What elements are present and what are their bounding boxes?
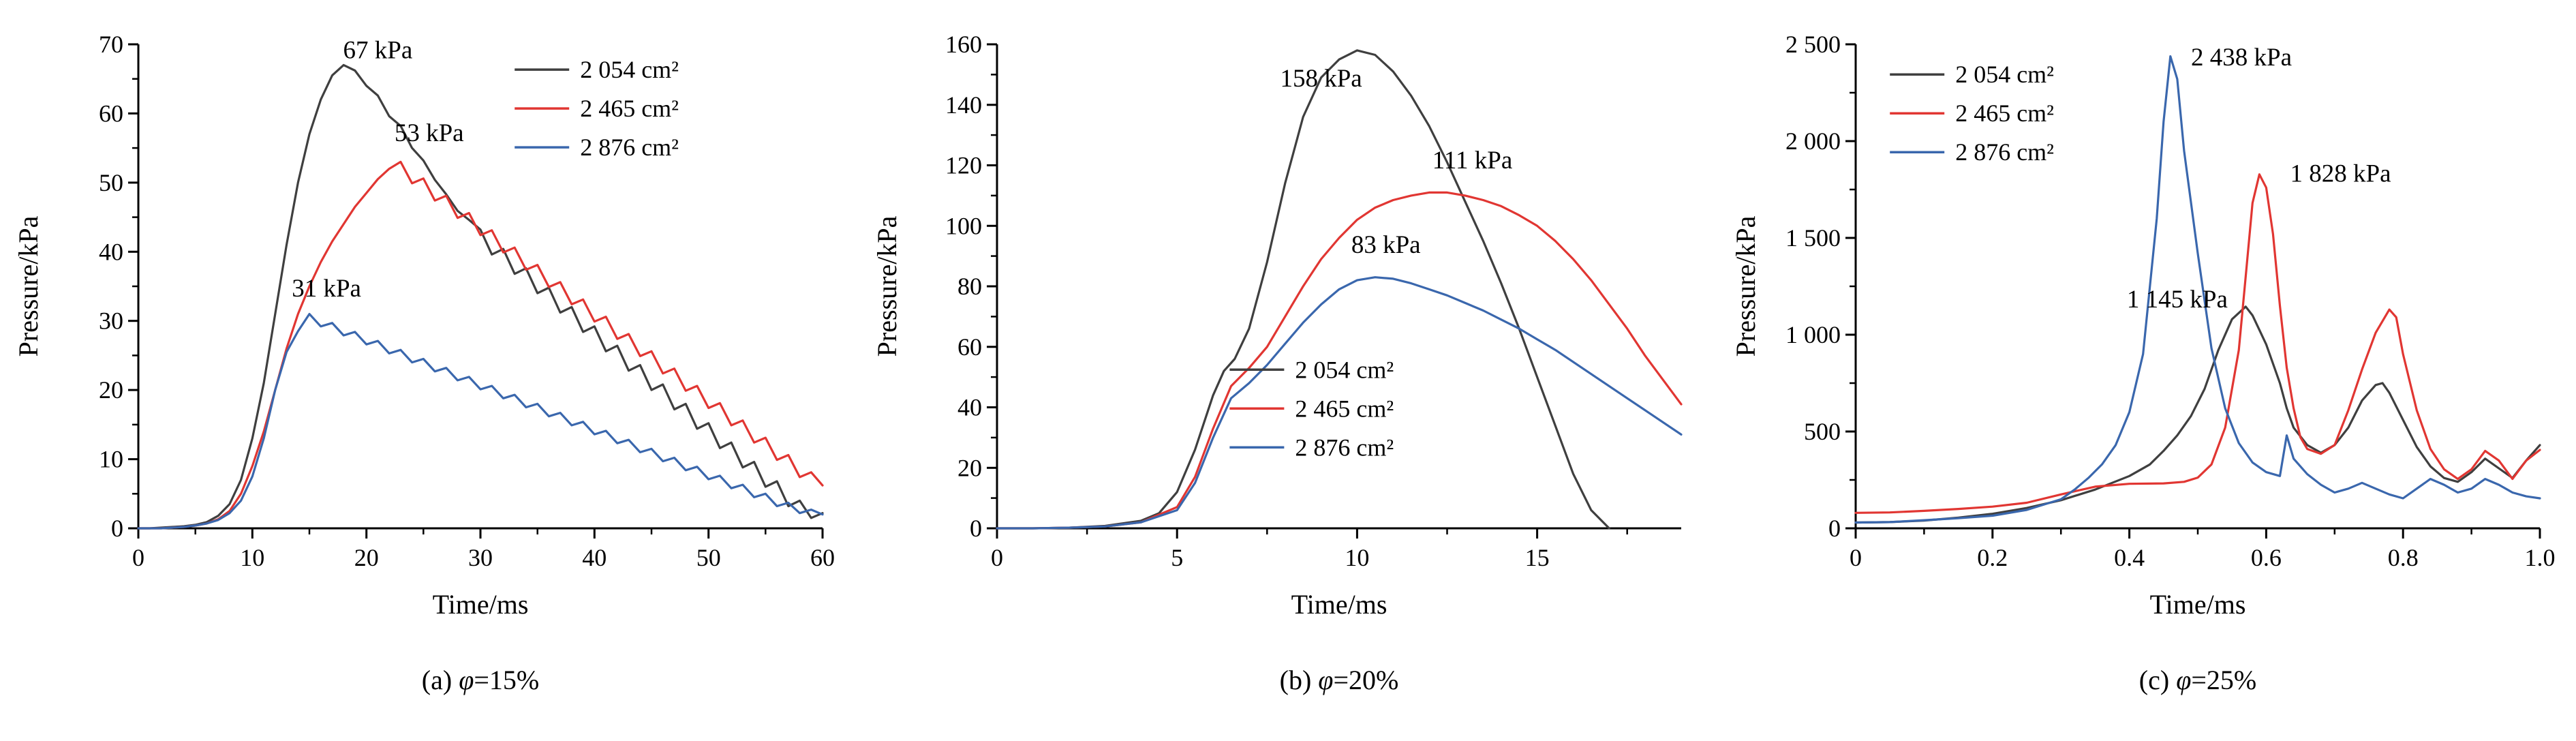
- peak-annotation-1: 111 kPa: [1432, 147, 1513, 175]
- x-tick-label: 60: [810, 544, 835, 571]
- x-tick-label: 0: [1850, 544, 1862, 571]
- y-axis-title: Pressure/kPa: [17, 215, 44, 357]
- peak-annotation-2: 83 kPa: [1351, 231, 1421, 259]
- caption-a: (a) φ=15%: [320, 664, 539, 696]
- peak-annotation-2: 1 145 kPa: [2127, 286, 2228, 314]
- y-tick-label: 30: [99, 307, 123, 335]
- x-tick-label: 30: [468, 544, 493, 571]
- series-line-0: [1854, 305, 2541, 524]
- axes: [1854, 44, 2540, 530]
- x-tick-label: 5: [1171, 544, 1183, 571]
- legend-label-2: 2 876 cm²: [1295, 434, 1394, 461]
- peak-annotation-2: 31 kPa: [292, 275, 361, 303]
- y-tick-label: 0: [1828, 515, 1841, 542]
- y-tick-label: 2 500: [1785, 31, 1841, 58]
- x-tick-label: 15: [1525, 544, 1550, 571]
- legend-label-2: 2 876 cm²: [1955, 138, 2054, 166]
- y-tick-label: 2 000: [1785, 127, 1841, 155]
- series-line-1: [1854, 173, 2541, 514]
- panel-a: 0 10 20 30 40 50 60 0 10 20 30 40 50 60 70 Time/ms Press…: [0, 7, 859, 696]
- y-tick-label: 120: [945, 152, 982, 179]
- y-tick-label: 100: [945, 212, 982, 239]
- x-tick-label: 0.6: [2251, 544, 2282, 571]
- legend-label-0: 2 054 cm²: [1295, 356, 1394, 383]
- y-tick-label: 50: [99, 169, 123, 196]
- x-tick-label: 0.8: [2388, 544, 2419, 571]
- peak-annotation-0: 2 438 kPa: [2191, 44, 2292, 72]
- x-tick-label: 50: [696, 544, 721, 571]
- chart-svg: 0 10 20 30 40 50 60 0 10 20 30 40 50 60 70 Time/ms Press…: [17, 31, 835, 620]
- series-line-2: [1854, 55, 2541, 524]
- x-tick-label: 0: [132, 544, 144, 571]
- x-axis-title: Time/ms: [1291, 589, 1387, 620]
- caption-b-suffix: =20%: [1333, 665, 1399, 695]
- chart-a-plot: 0 10 20 30 40 50 60 0 10 20 30 40 50 60 70 Time/ms Press…: [17, 7, 842, 654]
- caption-b-prefix: (b): [1279, 665, 1319, 695]
- legend-label-0: 2 054 cm²: [1955, 61, 2054, 88]
- caption-c: (c) φ=25%: [2037, 664, 2256, 696]
- caption-a-suffix: =15%: [474, 665, 540, 695]
- y-axis-title: Pressure/kPa: [876, 215, 902, 357]
- y-tick-label: 1 000: [1785, 321, 1841, 348]
- peak-annotation-1: 53 kPa: [395, 119, 464, 147]
- caption-a-phi-symbol: φ: [459, 665, 474, 695]
- chart-c-plot: 0 0.2 0.4 0.6 0.8 1.0 0 500 1 000 1 500 2 000 2 500…: [1734, 7, 2559, 654]
- caption-b: (b) φ=20%: [1178, 664, 1399, 696]
- y-tick-label: 70: [99, 31, 123, 58]
- chart-svg: 0 0.2 0.4 0.6 0.8 1.0 0 500 1 000 1 500 2 000 2 500…: [1734, 31, 2556, 620]
- y-axis-title: Pressure/kPa: [1734, 215, 1761, 357]
- y-tick-label: 20: [957, 454, 982, 481]
- y-tick-label: 140: [945, 91, 982, 119]
- caption-c-prefix: (c): [2138, 665, 2177, 695]
- y-tick-label: 1 500: [1785, 224, 1841, 252]
- y-tick-label: 160: [945, 31, 982, 58]
- axes: [137, 44, 823, 530]
- caption-b-phi-symbol: φ: [1318, 665, 1334, 695]
- caption-c-phi-symbol: φ: [2176, 665, 2192, 695]
- x-tick-label: 40: [582, 544, 607, 571]
- x-tick-label: 20: [354, 544, 379, 571]
- peak-annotation-0: 158 kPa: [1280, 65, 1362, 93]
- legend-label-1: 2 465 cm²: [580, 95, 679, 122]
- y-tick-label: 60: [99, 100, 123, 127]
- x-tick-label: 0: [991, 544, 1003, 571]
- chart-svg: 0 5 10 15 0 20 40 60 80 100 120 140 160 Time/ms Pressu…: [876, 31, 1683, 620]
- series-line-2: [137, 313, 824, 530]
- y-tick-label: 40: [957, 394, 982, 421]
- y-tick-label: 40: [99, 238, 123, 265]
- x-tick-label: 0.4: [2114, 544, 2145, 571]
- legend-label-2: 2 876 cm²: [580, 134, 679, 161]
- y-tick-label: 20: [99, 376, 123, 404]
- x-tick-label: 10: [1345, 544, 1369, 571]
- series-line-2: [996, 276, 1683, 530]
- y-tick-label: 80: [957, 273, 982, 300]
- series-line-0: [137, 63, 824, 530]
- x-axis-title: Time/ms: [433, 589, 529, 620]
- legend-label-0: 2 054 cm²: [580, 56, 679, 83]
- y-tick-label: 0: [970, 515, 982, 542]
- legend-label-1: 2 465 cm²: [1955, 100, 2054, 127]
- peak-annotation-0: 67 kPa: [343, 36, 413, 64]
- y-tick-label: 0: [111, 515, 123, 542]
- caption-c-suffix: =25%: [2191, 665, 2257, 695]
- x-tick-label: 10: [240, 544, 264, 571]
- panel-b: 0 5 10 15 0 20 40 60 80 100 120 140 160 Time/ms Pressu…: [859, 7, 1717, 696]
- x-tick-label: 0.2: [1977, 544, 2008, 571]
- x-tick-label: 1.0: [2525, 544, 2556, 571]
- y-tick-label: 500: [1804, 418, 1841, 445]
- peak-annotation-1: 1 828 kPa: [2290, 160, 2391, 188]
- pressure-time-figure: 0 10 20 30 40 50 60 0 10 20 30 40 50 60 70 Time/ms Press…: [0, 7, 2576, 696]
- panel-c: 0 0.2 0.4 0.6 0.8 1.0 0 500 1 000 1 500 2 000 2 500…: [1717, 7, 2576, 696]
- series-line-1: [137, 160, 824, 530]
- y-tick-label: 10: [99, 446, 123, 473]
- series-line-0: [996, 49, 1610, 530]
- series-line-1: [996, 191, 1683, 530]
- legend-label-1: 2 465 cm²: [1295, 395, 1394, 422]
- chart-b-plot: 0 5 10 15 0 20 40 60 80 100 120 140 160 Time/ms Pressu…: [876, 7, 1700, 654]
- caption-a-prefix: (a): [421, 665, 459, 695]
- x-axis-title: Time/ms: [2150, 589, 2246, 620]
- y-tick-label: 60: [957, 333, 982, 361]
